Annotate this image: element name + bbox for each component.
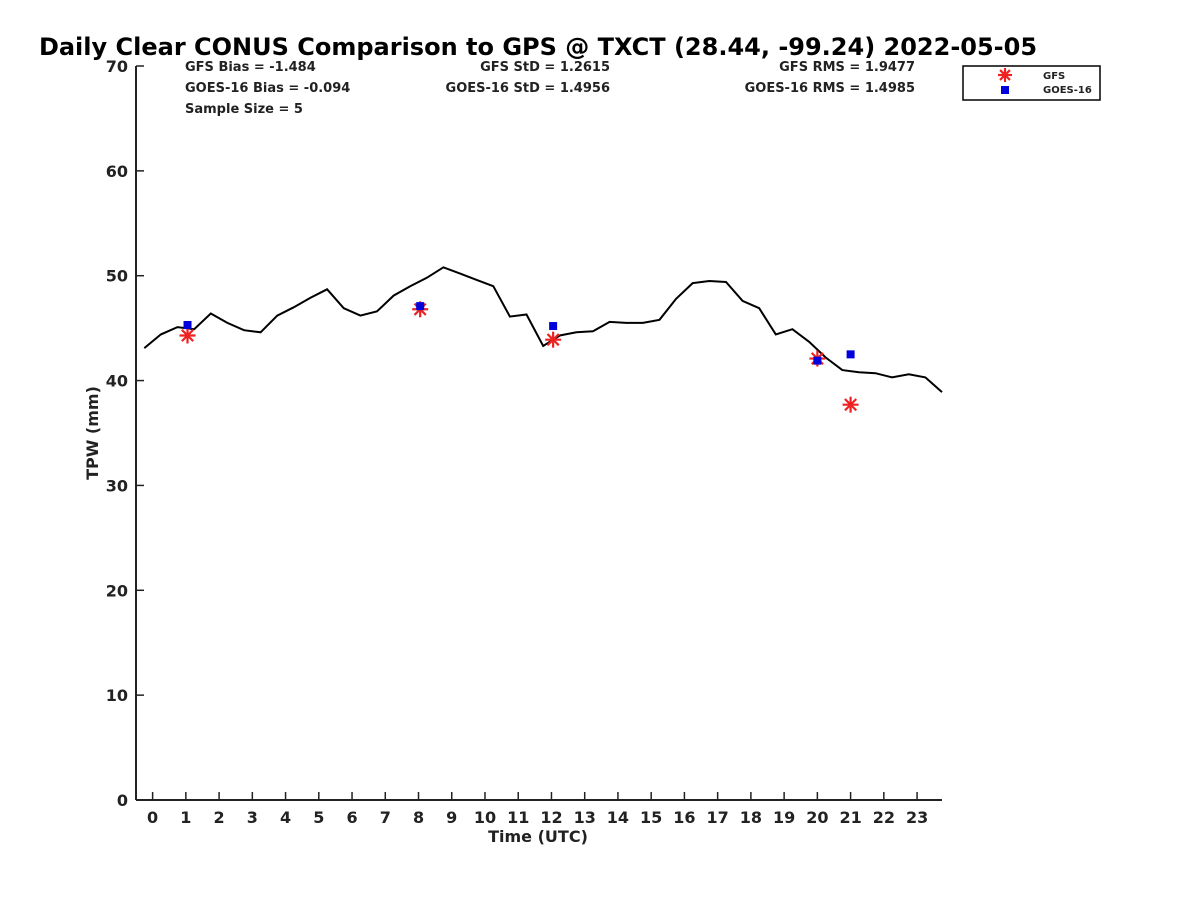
x-tick-label: 5 bbox=[313, 808, 324, 827]
x-tick-label: 10 bbox=[474, 808, 496, 827]
stat-text: Sample Size = 5 bbox=[185, 102, 303, 117]
y-tick-label: 70 bbox=[106, 57, 128, 76]
stat-text: GOES-16 Bias = -0.094 bbox=[185, 81, 350, 96]
goes16-point bbox=[846, 350, 855, 359]
x-tick-label: 16 bbox=[673, 808, 695, 827]
x-tick-label: 2 bbox=[214, 808, 225, 827]
y-tick-label: 50 bbox=[106, 267, 128, 286]
stat-text: GFS Bias = -1.484 bbox=[185, 60, 316, 75]
legend-entry-goes16: GOES-16 bbox=[1043, 85, 1092, 96]
y-tick-label: 60 bbox=[106, 162, 128, 181]
x-tick-label: 4 bbox=[280, 808, 291, 827]
x-tick-label: 7 bbox=[380, 808, 391, 827]
gfs-point bbox=[179, 327, 196, 344]
y-axis-label: TPW (mm) bbox=[83, 386, 102, 480]
legend-gfs-star bbox=[998, 68, 1012, 82]
x-tick-label: 14 bbox=[607, 808, 629, 827]
stat-text: GOES-16 StD = 1.4956 bbox=[446, 81, 610, 96]
y-tick-label: 10 bbox=[106, 686, 128, 705]
stat-text: GOES-16 RMS = 1.4985 bbox=[745, 81, 915, 96]
x-axis-label: Time (UTC) bbox=[488, 827, 588, 846]
x-tick-label: 0 bbox=[147, 808, 158, 827]
x-tick-label: 17 bbox=[707, 808, 729, 827]
x-tick-label: 13 bbox=[574, 808, 596, 827]
x-tick-label: 22 bbox=[873, 808, 895, 827]
y-tick-label: 0 bbox=[117, 791, 128, 810]
goes16-point bbox=[549, 322, 558, 331]
goes16-point bbox=[183, 320, 192, 329]
goes16-point bbox=[813, 356, 822, 365]
x-tick-label: 18 bbox=[740, 808, 762, 827]
x-tick-label: 11 bbox=[507, 808, 529, 827]
legend-box bbox=[962, 65, 1101, 101]
chart-title: Daily Clear CONUS Comparison to GPS @ TX… bbox=[39, 33, 1037, 61]
legend-entry-gfs: GFS bbox=[1043, 71, 1065, 82]
legend-goes16-marker bbox=[1001, 86, 1009, 94]
x-tick-label: 23 bbox=[906, 808, 928, 827]
x-tick-label: 20 bbox=[806, 808, 828, 827]
x-tick-label: 6 bbox=[346, 808, 357, 827]
x-tick-label: 12 bbox=[540, 808, 562, 827]
plot-area: 0 1 2 3 4 5 6 7 8 9 10 11 12 13 14 15 16 17 18 19 20 21 22 2301… bbox=[106, 57, 942, 827]
x-tick-label: 1 bbox=[180, 808, 191, 827]
stat-text: GFS StD = 1.2615 bbox=[480, 60, 610, 75]
x-tick-label: 3 bbox=[247, 808, 258, 827]
gfs-point bbox=[545, 331, 562, 348]
x-tick-label: 19 bbox=[773, 808, 795, 827]
stats-block: GFS Bias = -1.484 GFS StD = 1.2615 GFS RMS… bbox=[185, 60, 915, 117]
x-tick-label: 15 bbox=[640, 808, 662, 827]
stat-text: GFS RMS = 1.9477 bbox=[779, 60, 915, 75]
x-tick-label: 9 bbox=[446, 808, 457, 827]
x-tick-label: 21 bbox=[839, 808, 861, 827]
y-tick-label: 30 bbox=[106, 476, 128, 495]
legend: GFS GOES-16 bbox=[962, 65, 1101, 101]
gfs-point bbox=[842, 396, 859, 413]
gps-tpw-line bbox=[143, 266, 943, 393]
y-tick-label: 40 bbox=[106, 372, 128, 391]
x-tick-label: 8 bbox=[413, 808, 424, 827]
data-layer bbox=[143, 266, 943, 413]
legend-gfs-marker bbox=[998, 68, 1012, 82]
goes16-point bbox=[416, 302, 425, 311]
y-tick-label: 20 bbox=[106, 581, 128, 600]
